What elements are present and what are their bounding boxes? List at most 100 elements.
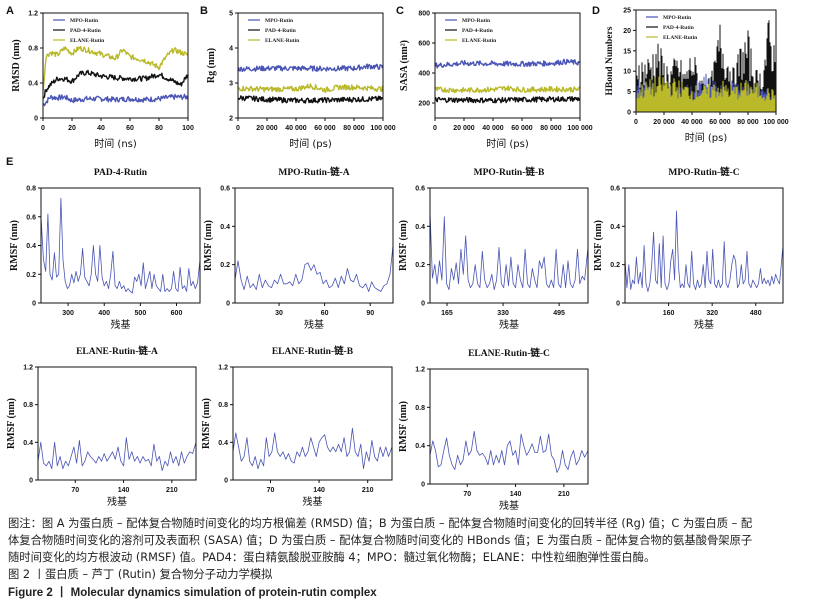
y-tick-label-e6: 1.2	[218, 365, 228, 372]
legend-label-elane-a: ELANE-Rutin	[70, 38, 104, 44]
x-tick-label-e2: 30	[275, 310, 283, 317]
legend-label-elane-d: ELANE-Rutin	[663, 35, 697, 41]
caption-line-2: 体复合物随时间变化的溶剂可及表面积 (SASA) 值；D 为蛋白质 – 配体复合…	[8, 534, 753, 547]
y-tick-label-e5: 0.8	[23, 402, 33, 409]
y-tick-label-e1: 0.4	[26, 243, 36, 250]
series-line-rmsf-e7	[429, 430, 589, 473]
legend-label-mpo-d: MPO-Rutin	[663, 15, 691, 21]
x-tick-label-e2: 90	[366, 310, 374, 317]
y-tick-label-e6: 0.4	[218, 440, 228, 447]
x-tick-label-e3: 165	[441, 310, 453, 317]
series-line-mpo-c	[434, 58, 581, 69]
x-axis-label-e7: 残基	[499, 499, 519, 512]
y-tick-label-a: 0.4	[28, 81, 38, 88]
x-axis-label-e1: 残基	[111, 318, 131, 331]
y-tick-label-e1: 0.2	[26, 272, 36, 279]
series-line-elane-c	[434, 85, 581, 94]
y-tick-label-e2: 0.4	[220, 224, 230, 231]
y-tick-label-e6: 0.8	[218, 402, 228, 409]
plot-frame-e2	[234, 187, 394, 304]
y-tick-label-e3: 0.4	[415, 224, 425, 231]
x-tick-label-e1: 600	[171, 310, 183, 317]
x-tick-label-b: 60 000	[314, 125, 336, 132]
y-tick-label-b: 5	[229, 11, 233, 18]
panel-label-a: A	[6, 5, 14, 17]
x-tick-label-d: 20 000	[653, 119, 675, 126]
y-tick-label-e7: 0.4	[415, 443, 425, 450]
x-tick-label-c: 20 000	[453, 125, 475, 132]
y-tick-label-e2: 0.2	[220, 262, 230, 269]
y-tick-label-e4: 0.2	[610, 262, 620, 269]
series-line-pad4-c	[434, 95, 581, 104]
x-tick-label-b: 40 000	[285, 125, 307, 132]
chart-title-e5: ELANE-Rutin-链-A	[76, 345, 158, 357]
series-line-elane-b	[237, 83, 384, 93]
y-tick-label-e6: 0	[224, 478, 228, 485]
legend-label-pad4-b: PAD-4-Rutin	[265, 28, 296, 34]
y-axis-label-e2: RMSF (nm)	[203, 220, 214, 271]
x-tick-label-b: 0	[236, 125, 240, 132]
y-axis-label-e4: RMSF (nm)	[593, 220, 604, 271]
x-tick-label-d: 80 000	[737, 119, 759, 126]
y-tick-label-e2: 0	[226, 301, 230, 308]
x-axis-label-b: 时间 (ps)	[289, 137, 332, 150]
series-line-rmsf-e6	[232, 427, 393, 470]
x-tick-label-a: 20	[68, 125, 76, 132]
x-tick-label-e3: 330	[497, 310, 509, 317]
y-axis-label-c: SASA (nm²)	[399, 40, 410, 91]
panel-label-b: B	[200, 5, 208, 17]
y-axis-label-e3: RMSF (nm)	[398, 220, 409, 271]
y-tick-label-b: 3	[229, 81, 233, 88]
x-tick-label-a: 100	[182, 125, 194, 132]
panel-label-e1: E	[6, 156, 13, 168]
x-tick-label-d: 100 000	[763, 119, 788, 126]
plot-frame-e6	[232, 366, 393, 481]
legend-label-elane-c: ELANE-Rutin	[462, 38, 496, 44]
y-tick-label-e5: 1.2	[23, 365, 33, 372]
y-tick-label-e7: 1.2	[415, 367, 425, 374]
legend-label-mpo-b: MPO-Rutin	[265, 18, 293, 24]
y-axis-label-e5: RMSF (nm)	[6, 398, 17, 449]
caption-line-1: 图注：图 A 为蛋白质 – 配体复合物随时间变化的均方根偏差 (RMSD) 值；…	[8, 517, 753, 530]
x-axis-label-c: 时间 (ps)	[486, 137, 529, 150]
x-tick-label-b: 20 000	[256, 125, 278, 132]
x-tick-label-d: 40 000	[681, 119, 703, 126]
x-tick-label-e4: 480	[750, 310, 762, 317]
series-line-pad4-b	[237, 95, 384, 104]
series-line-elane-a	[42, 45, 189, 91]
plot-frame-e7	[429, 368, 589, 485]
chart-title-e6: ELANE-Rutin-链-B	[272, 345, 354, 357]
x-tick-label-e1: 400	[98, 310, 110, 317]
y-tick-label-c: 600	[418, 41, 430, 48]
y-tick-label-e3: 0.6	[415, 186, 425, 193]
y-tick-label-a: 1.2	[28, 11, 38, 18]
x-tick-label-c: 40 000	[482, 125, 504, 132]
y-tick-label-d: 5	[627, 89, 631, 96]
x-tick-label-e3: 495	[553, 310, 565, 317]
x-tick-label-b: 80 000	[343, 125, 365, 132]
x-tick-label-e7: 210	[558, 491, 570, 498]
x-tick-label-e4: 160	[663, 310, 675, 317]
y-tick-label-c: 200	[418, 101, 430, 108]
x-tick-label-e7: 140	[510, 491, 522, 498]
x-axis-label-e6: 残基	[303, 495, 323, 508]
y-tick-label-e1: 0.6	[26, 214, 36, 221]
legend-label-elane-b: ELANE-Rutin	[265, 38, 299, 44]
chart-title-e7: ELANE-Rutin-链-C	[468, 347, 550, 359]
y-tick-label-e1: 0	[32, 301, 36, 308]
plot-frame-e4	[624, 187, 784, 304]
y-tick-label-d: 0	[627, 110, 631, 117]
x-axis-label-e3: 残基	[499, 318, 519, 331]
series-line-rmsf-e2	[234, 245, 394, 292]
legend-label-mpo-c: MPO-Rutin	[462, 18, 490, 24]
chart-title-e2: MPO-Rutin-链-A	[278, 166, 349, 178]
x-tick-label-e1: 300	[62, 310, 74, 317]
legend-label-pad4-d: PAD-4-Rutin	[663, 25, 694, 31]
chart-title-e1: PAD-4-Rutin	[94, 168, 148, 178]
plot-frame-d	[635, 9, 777, 113]
y-axis-label-b: Rg (nm)	[206, 48, 217, 83]
x-tick-label-d: 60 000	[709, 119, 731, 126]
y-axis-label-d: HBond Numbers	[605, 26, 615, 95]
series-line-rmsf-e1	[40, 197, 201, 294]
x-tick-label-e6: 140	[313, 487, 325, 494]
